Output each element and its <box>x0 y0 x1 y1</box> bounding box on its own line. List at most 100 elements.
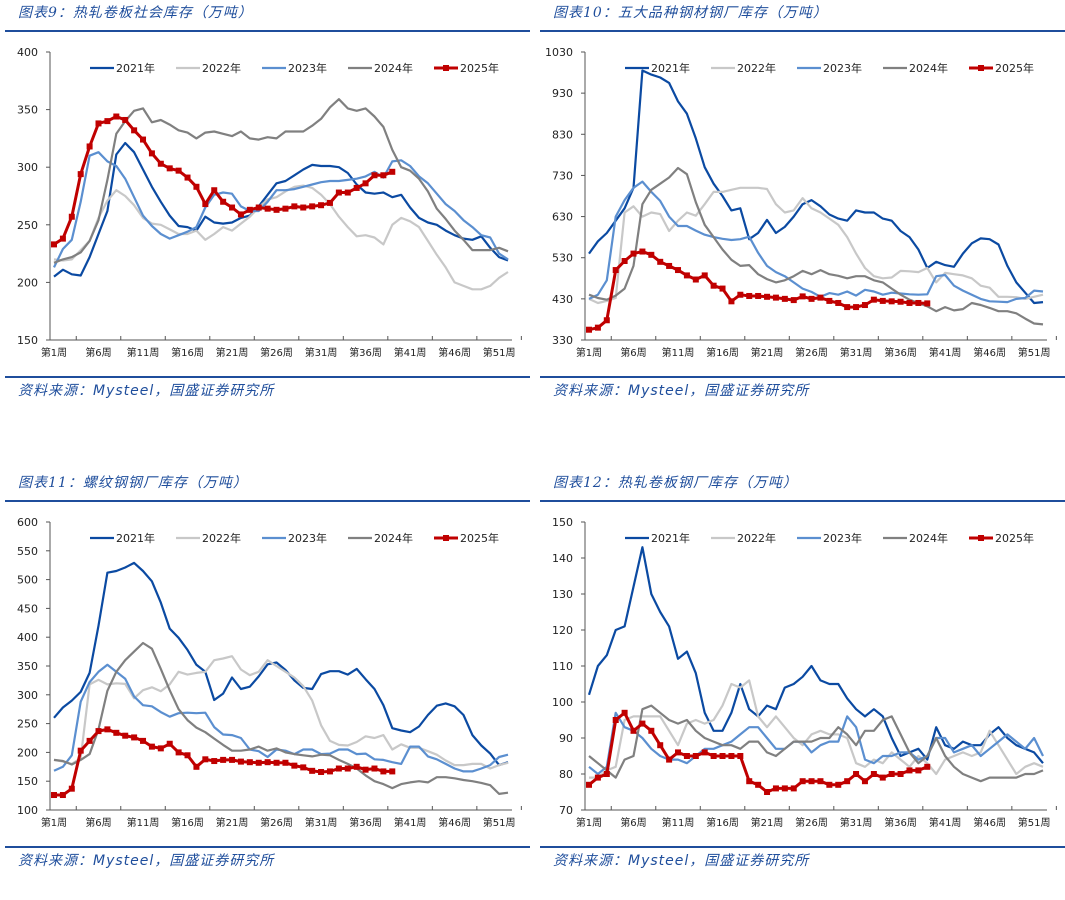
y-tick-label: 130 <box>552 588 573 601</box>
data-point-2025 <box>781 785 788 792</box>
legend-item-2025: 2025年 <box>434 61 499 75</box>
data-point-2025 <box>309 767 316 774</box>
title-rule <box>5 30 530 32</box>
x-tick-label: 第41周 <box>929 816 962 829</box>
data-point-2025 <box>888 298 895 305</box>
legend-label: 2024年 <box>909 61 948 75</box>
data-point-2025 <box>586 326 592 333</box>
x-tick-label: 第11周 <box>127 816 160 829</box>
legend-item-2024: 2024年 <box>348 531 413 545</box>
x-tick-label: 第31周 <box>840 816 873 829</box>
legend-item-2021: 2021年 <box>90 531 155 545</box>
legend-item-2024: 2024年 <box>883 61 948 75</box>
data-point-2025 <box>835 299 842 306</box>
series-line-2023 <box>53 151 509 268</box>
data-point-2025 <box>255 204 262 211</box>
x-tick-label: 第1周 <box>576 816 602 829</box>
data-point-2025 <box>844 778 851 785</box>
data-point-2025 <box>237 211 244 218</box>
data-point-2025 <box>835 781 842 788</box>
data-point-2025 <box>300 204 307 211</box>
legend-item-2022: 2022年 <box>711 531 776 545</box>
data-point-2025 <box>211 187 218 194</box>
data-point-2025 <box>790 297 797 304</box>
data-point-2025 <box>157 745 164 752</box>
series-line-2024 <box>588 166 1044 326</box>
data-point-2025 <box>764 293 771 300</box>
data-point-2025 <box>273 759 280 766</box>
y-tick-label: 330 <box>552 334 573 347</box>
data-point-2025 <box>906 299 913 306</box>
data-point-2025 <box>675 749 682 756</box>
data-point-2025 <box>291 762 298 769</box>
title-rule <box>540 500 1065 502</box>
data-point-2025 <box>86 143 93 150</box>
data-point-2025 <box>264 759 271 766</box>
data-point-2025 <box>728 298 735 305</box>
y-tick-label: 150 <box>17 775 38 788</box>
source-brand: Mysteel <box>93 383 155 399</box>
data-point-2025 <box>915 299 922 306</box>
data-point-2025 <box>148 743 155 750</box>
data-point-2025 <box>639 248 646 255</box>
x-tick-label: 第26周 <box>260 816 293 829</box>
data-point-2025 <box>621 258 628 265</box>
data-point-2025 <box>95 120 102 127</box>
y-tick-label: 250 <box>17 718 38 731</box>
data-point-2025 <box>362 766 369 773</box>
legend-item-2023: 2023年 <box>797 531 862 545</box>
y-tick-label: 400 <box>17 46 38 59</box>
series-line-2022 <box>588 186 1044 305</box>
legend-label: 2024年 <box>374 61 413 75</box>
y-tick-label: 120 <box>552 624 573 637</box>
data-point-2025 <box>826 781 833 788</box>
series-line-2025 <box>588 250 928 332</box>
data-point-2025 <box>657 742 664 749</box>
data-point-2025 <box>140 737 147 744</box>
legend-marker <box>978 535 984 541</box>
x-tick-label: 第16周 <box>706 346 739 359</box>
data-point-2025 <box>140 136 147 143</box>
chart-title: 图表9：热轧卷板社会库存（万吨） <box>18 5 253 21</box>
y-tick-label: 100 <box>552 696 573 709</box>
y-tick-label: 430 <box>552 293 573 306</box>
y-tick-label: 140 <box>552 552 573 565</box>
data-point-2025 <box>853 771 860 777</box>
data-point-2025 <box>59 792 66 799</box>
source-prefix: 资料来源： <box>553 853 628 869</box>
data-point-2025 <box>104 726 111 733</box>
x-tick-label: 第46周 <box>973 816 1006 829</box>
x-tick-label: 第36周 <box>349 346 382 359</box>
x-tick-label: 第21周 <box>216 346 249 359</box>
data-point-2025 <box>870 771 877 777</box>
hrc-social-inventory-chart: 150 200 250 300 350 400 第1周 第6周 第11周 第16周 第21周 第26周… <box>17 46 522 359</box>
legend-item-2022: 2022年 <box>176 61 241 75</box>
data-point-2025 <box>220 756 227 763</box>
y-tick-label: 350 <box>17 660 38 673</box>
data-point-2025 <box>808 295 815 302</box>
x-tick-label: 第1周 <box>41 816 67 829</box>
x-tick-label: 第11周 <box>127 346 160 359</box>
data-point-2025 <box>594 324 601 331</box>
data-point-2025 <box>710 753 717 759</box>
series-line-2021 <box>588 69 1044 305</box>
data-point-2025 <box>353 184 360 191</box>
legend-marker <box>443 535 449 541</box>
legend-item-2023: 2023年 <box>797 61 862 75</box>
data-point-2025 <box>586 781 592 788</box>
data-point-2025 <box>291 203 298 210</box>
source-note: 资料来源：Mysteel，国盛证券研究所 <box>18 850 274 870</box>
data-point-2025 <box>131 127 138 134</box>
data-point-2025 <box>175 749 182 756</box>
data-point-2025 <box>853 304 860 311</box>
data-point-2025 <box>246 759 253 766</box>
data-point-2025 <box>906 767 913 774</box>
data-point-2025 <box>799 778 806 785</box>
legend-label: 2024年 <box>374 531 413 545</box>
data-point-2025 <box>131 734 138 741</box>
data-point-2025 <box>237 758 244 765</box>
legend-label: 2025年 <box>995 61 1034 75</box>
data-point-2025 <box>772 294 779 301</box>
y-tick-label: 80 <box>559 768 573 781</box>
data-point-2025 <box>389 768 396 775</box>
